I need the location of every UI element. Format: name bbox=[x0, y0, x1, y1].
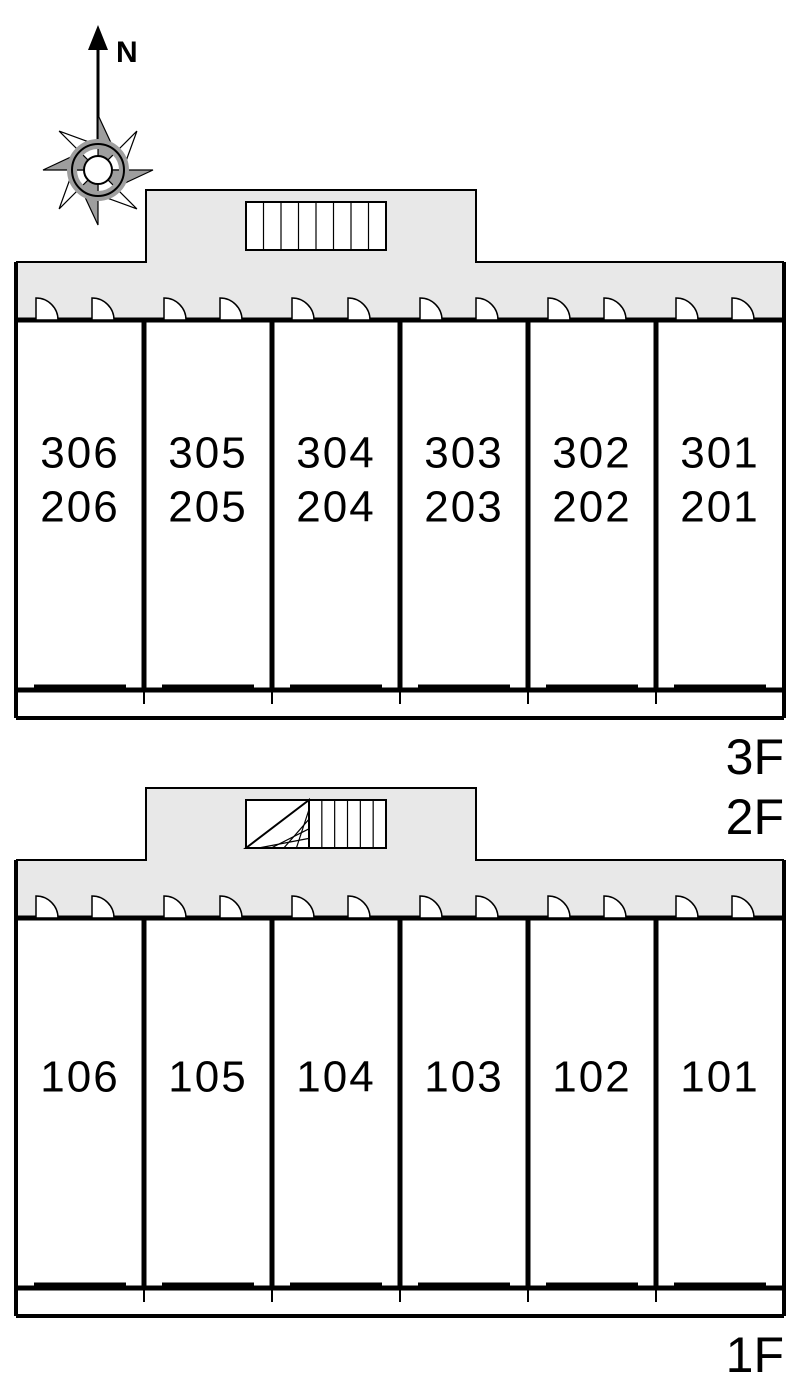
unit-number: 305 bbox=[168, 428, 247, 477]
unit-number: 203 bbox=[424, 482, 503, 531]
corridor-band bbox=[16, 262, 784, 320]
unit-number: 306 bbox=[40, 428, 119, 477]
unit-number: 105 bbox=[168, 1052, 247, 1101]
unit-number: 301 bbox=[680, 428, 759, 477]
floor-plan-diagram: { "compass": { "north_label": "N" }, "di… bbox=[0, 0, 800, 1373]
corridor-band bbox=[16, 860, 784, 918]
unit-number: 106 bbox=[40, 1052, 119, 1101]
unit-number: 303 bbox=[424, 428, 503, 477]
floor-label: 3F bbox=[726, 729, 784, 785]
unit-number: 202 bbox=[552, 482, 631, 531]
unit-number: 102 bbox=[552, 1052, 631, 1101]
unit-number: 101 bbox=[680, 1052, 759, 1101]
unit-number: 103 bbox=[424, 1052, 503, 1101]
unit-number: 104 bbox=[296, 1052, 375, 1101]
unit-number: 206 bbox=[40, 482, 119, 531]
unit-number: 304 bbox=[296, 428, 375, 477]
compass-arrowhead bbox=[88, 25, 108, 50]
compass-north-label: N bbox=[116, 36, 138, 69]
compass-center bbox=[84, 156, 112, 184]
stair-icon bbox=[246, 800, 386, 848]
floor-plan-svg: N 306 305 304 303 302 301 206 205 204 203 202 201 3F2… bbox=[0, 0, 800, 1373]
floor-label: 1F bbox=[726, 1327, 784, 1373]
unit-number: 201 bbox=[680, 482, 759, 531]
floor-label: 2F bbox=[726, 789, 784, 845]
unit-number: 205 bbox=[168, 482, 247, 531]
unit-number: 302 bbox=[552, 428, 631, 477]
unit-number: 204 bbox=[296, 482, 375, 531]
